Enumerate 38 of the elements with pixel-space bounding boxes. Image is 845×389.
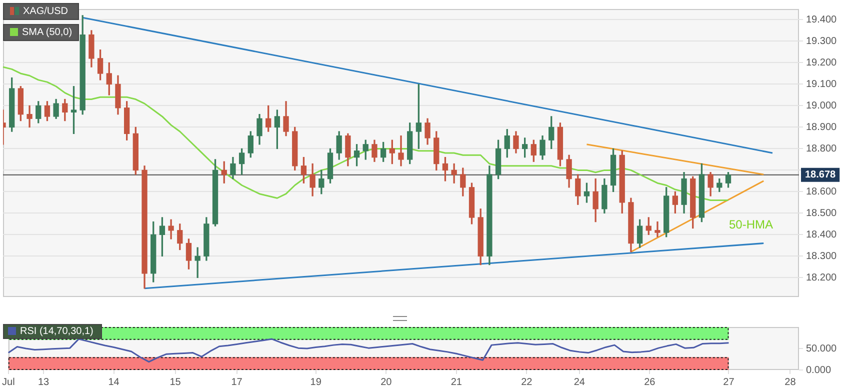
x-tick-label: 19 — [310, 376, 322, 388]
x-tick-label: Jul — [2, 376, 15, 388]
x-tick-label: 26 — [644, 376, 656, 388]
y-tick-label: 19.400 — [806, 14, 838, 26]
x-tick-label: 22 — [521, 376, 533, 388]
x-tick-label: 15 — [170, 376, 182, 388]
candlestick — [168, 219, 174, 240]
y-tick-label: 18.400 — [806, 229, 838, 240]
y-tick-label: 18.900 — [806, 122, 838, 133]
candlestick — [194, 247, 200, 278]
ref-line-label: 18.678 — [805, 170, 836, 181]
legend-label: RSI (14,70,30,1) — [3, 324, 102, 339]
candlestick — [398, 135, 404, 166]
y-tick-label: 18.600 — [806, 186, 838, 198]
y-tick-label: 50.000 — [806, 343, 838, 354]
legend-label: SMA (50,0) — [3, 24, 80, 41]
x-tick-label: 17 — [231, 376, 243, 388]
y-tick-label: 19.100 — [806, 78, 838, 90]
y-tick-label: 19.300 — [806, 36, 838, 47]
x-tick-label: 13 — [38, 376, 50, 388]
candlestick — [654, 221, 660, 238]
x-tick-label: 14 — [108, 376, 120, 388]
y-tick-label: 18.500 — [806, 208, 838, 219]
y-tick-label: 0.000 — [806, 364, 832, 376]
x-tick-label: 28 — [784, 376, 796, 388]
legend-label: XAG/USD — [3, 3, 80, 20]
candlestick — [26, 105, 32, 128]
x-tick-label: 20 — [380, 376, 392, 388]
y-tick-label: 18.200 — [806, 272, 838, 284]
y-tick-label: 18.300 — [806, 250, 838, 262]
annotation: 50-HMA — [729, 217, 774, 232]
x-tick-label: 27 — [723, 376, 735, 388]
candlestick — [451, 163, 457, 184]
x-tick-label: 24 — [574, 376, 586, 388]
y-tick-label: 18.800 — [806, 143, 838, 154]
x-tick-label: 21 — [450, 376, 462, 388]
y-tick-label: 19.200 — [806, 57, 838, 68]
y-tick-label: 19.000 — [806, 100, 838, 112]
